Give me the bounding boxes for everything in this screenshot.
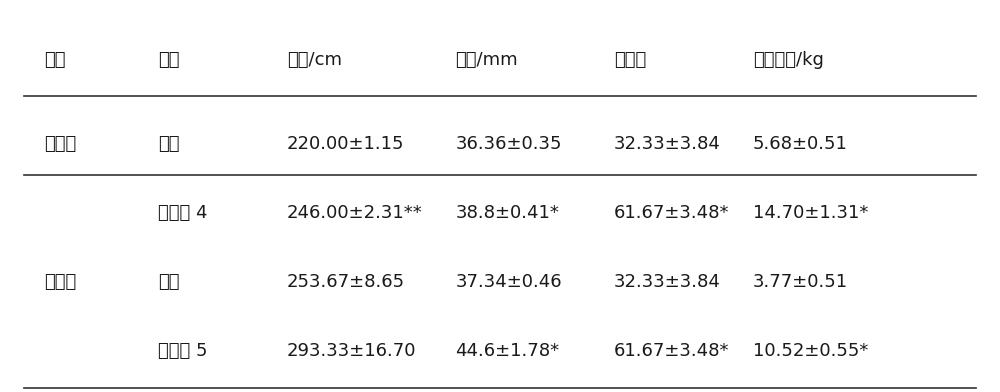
Text: 连作: 连作 [158, 273, 179, 291]
Text: 10.52±0.55*: 10.52±0.55* [753, 342, 868, 360]
Text: 220.00±1.15: 220.00±1.15 [287, 135, 404, 153]
Text: 湾头村: 湾头村 [44, 273, 76, 291]
Text: 单株产量/kg: 单株产量/kg [753, 51, 824, 69]
Text: 凤毛寨: 凤毛寨 [44, 135, 76, 153]
Text: 253.67±8.65: 253.67±8.65 [287, 273, 405, 291]
Text: 3.77±0.51: 3.77±0.51 [753, 273, 848, 291]
Text: 株高/cm: 株高/cm [287, 51, 342, 69]
Text: 连作: 连作 [158, 135, 179, 153]
Text: 32.33±3.84: 32.33±3.84 [614, 273, 721, 291]
Text: 36.36±0.35: 36.36±0.35 [455, 135, 562, 153]
Text: 处理: 处理 [158, 51, 179, 69]
Text: 32.33±3.84: 32.33±3.84 [614, 135, 721, 153]
Text: 246.00±2.31**: 246.00±2.31** [287, 204, 423, 222]
Text: 38.8±0.41*: 38.8±0.41* [455, 204, 559, 222]
Text: 293.33±16.70: 293.33±16.70 [287, 342, 416, 360]
Text: 座果率: 座果率 [614, 51, 646, 69]
Text: 实施例 4: 实施例 4 [158, 204, 207, 222]
Text: 37.34±0.46: 37.34±0.46 [455, 273, 562, 291]
Text: 地径/mm: 地径/mm [455, 51, 518, 69]
Text: 61.67±3.48*: 61.67±3.48* [614, 204, 730, 222]
Text: 实施例 5: 实施例 5 [158, 342, 207, 360]
Text: 5.68±0.51: 5.68±0.51 [753, 135, 848, 153]
Text: 14.70±1.31*: 14.70±1.31* [753, 204, 868, 222]
Text: 地区: 地区 [44, 51, 65, 69]
Text: 44.6±1.78*: 44.6±1.78* [455, 342, 560, 360]
Text: 61.67±3.48*: 61.67±3.48* [614, 342, 730, 360]
